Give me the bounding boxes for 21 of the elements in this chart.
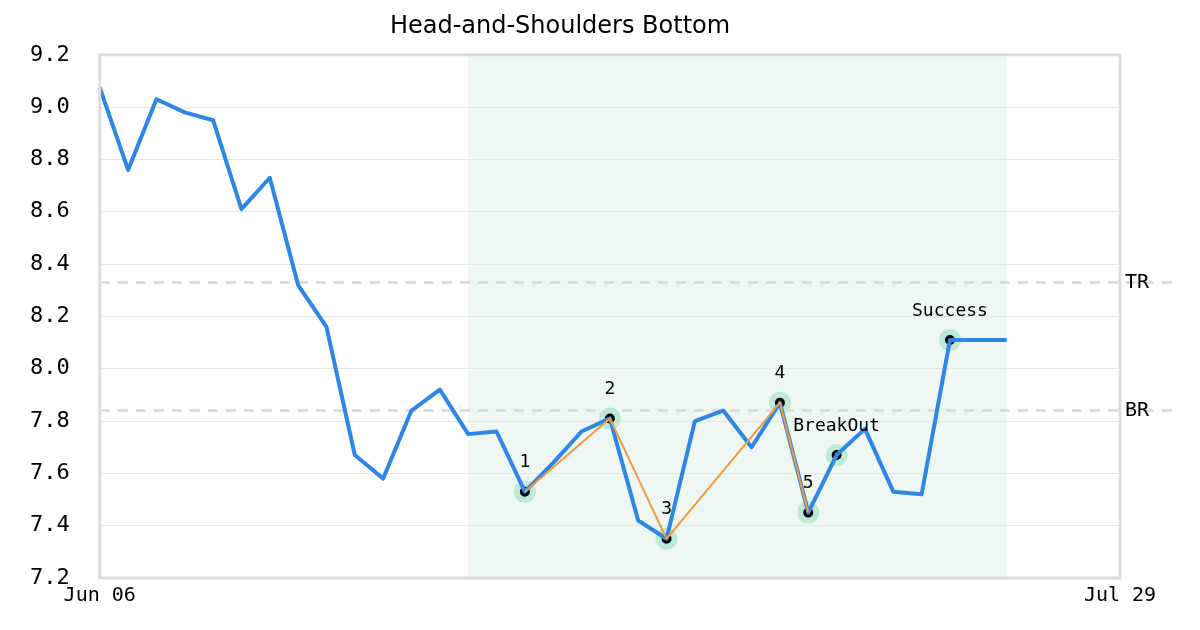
y-tick-label: 8.0 bbox=[29, 354, 70, 380]
y-tick-label: 8.8 bbox=[29, 145, 70, 171]
ref-line-label: TR bbox=[1125, 268, 1151, 293]
y-tick-label: 7.6 bbox=[29, 459, 70, 485]
annotation: BreakOut bbox=[793, 413, 880, 435]
annotation: 5 bbox=[802, 471, 814, 493]
chart-title: Head-and-Shoulders Bottom bbox=[389, 10, 731, 39]
ref-line-label: BR bbox=[1125, 396, 1151, 421]
y-tick-label: 8.2 bbox=[29, 302, 70, 328]
y-tick-label: 7.8 bbox=[29, 406, 70, 432]
y-tick-label: 8.4 bbox=[29, 249, 70, 275]
y-tick-label: 9.0 bbox=[29, 92, 70, 118]
annotation: 2 bbox=[604, 377, 616, 399]
y-tick-label: 9.2 bbox=[29, 40, 70, 66]
annotation: 1 bbox=[519, 450, 531, 472]
y-tick-label: 7.4 bbox=[29, 511, 70, 537]
annotation: Success bbox=[912, 298, 988, 320]
y-tick-label: 8.6 bbox=[29, 197, 70, 223]
x-tick-label: Jul 29 bbox=[1083, 582, 1157, 607]
annotation: 4 bbox=[774, 361, 786, 383]
annotation: 3 bbox=[661, 497, 672, 519]
